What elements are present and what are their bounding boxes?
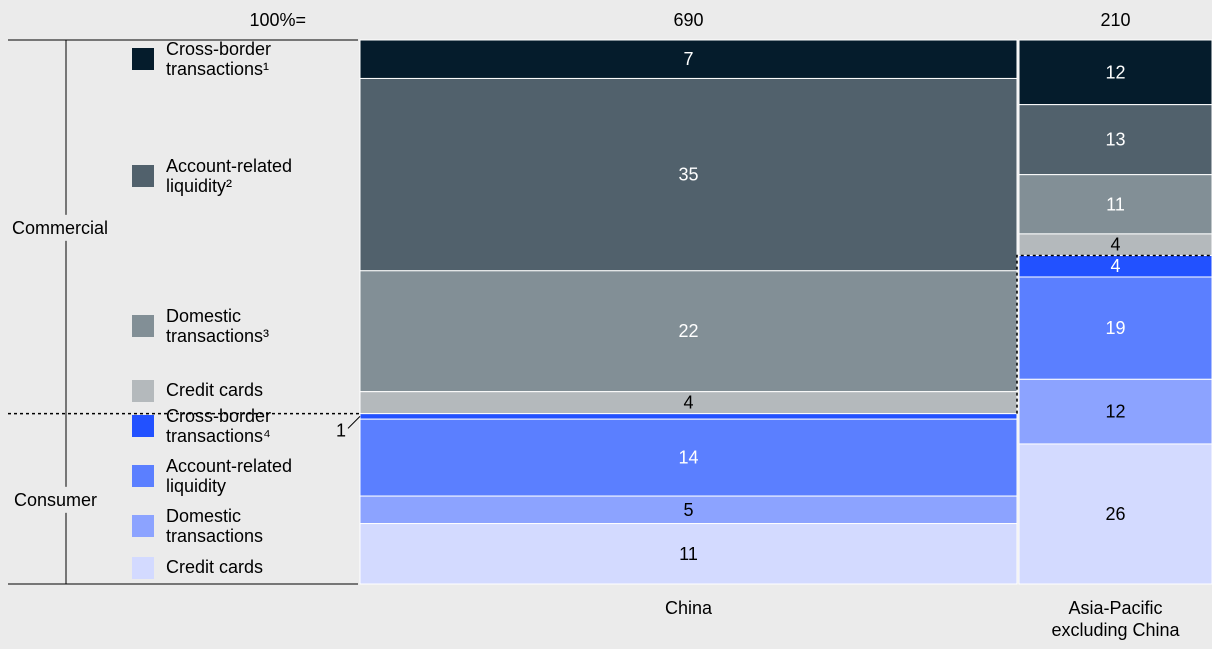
category-label-china: China <box>665 598 713 618</box>
legend-label-7-line1: Domestic <box>166 506 241 526</box>
legend-label-2-line1: Account-related <box>166 156 292 176</box>
legend-label-6-line1: Account-related <box>166 456 292 476</box>
legend-label-1-line2: transactions¹ <box>166 59 269 79</box>
bar-segment-china-5 <box>359 413 1018 420</box>
legend-swatch-7 <box>132 515 154 537</box>
data-label-china-8: 11 <box>679 544 698 564</box>
legend-swatch-4 <box>132 380 154 402</box>
data-label-china-1: 7 <box>683 49 693 69</box>
group-label-bg-consumer <box>10 486 128 513</box>
data-label-asia-pacific-excluding-china-2: 13 <box>1105 130 1125 150</box>
bar-segment-china-8 <box>359 523 1018 585</box>
data-label-asia-pacific-excluding-china-3: 11 <box>1106 194 1125 214</box>
data-label-asia-pacific-excluding-china-8: 26 <box>1105 504 1125 524</box>
data-label-asia-pacific-excluding-china-6: 19 <box>1105 318 1125 338</box>
legend-label-1-line1: Cross-border <box>166 39 271 59</box>
bar-segment-asia-pacific-excluding-china-8 <box>1018 443 1212 585</box>
legend-label-3-line1: Domestic <box>166 306 241 326</box>
bar-segment-china-1 <box>359 39 1018 79</box>
legend-label-6-line2: liquidity <box>166 476 226 496</box>
category-label-asia-pacific-excluding-china-line2: excluding China <box>1051 620 1180 640</box>
legend-swatch-1 <box>132 48 154 70</box>
bar-segment-china-3 <box>359 270 1018 393</box>
bar-segment-asia-pacific-excluding-china-7 <box>1018 378 1212 445</box>
legend-label-7-line2: transactions <box>166 526 263 546</box>
bar-segment-asia-pacific-excluding-china-1 <box>1018 39 1212 106</box>
group-label-commercial: Commercial <box>12 218 108 238</box>
group-label-consumer: Consumer <box>14 490 97 510</box>
bar-segment-asia-pacific-excluding-china-6 <box>1018 276 1212 380</box>
legend-label-3-line2: transactions³ <box>166 326 269 346</box>
group-divider-connector <box>1016 254 1212 414</box>
total-value-asia-pacific-excluding-china: 210 <box>1100 10 1130 30</box>
total-row-label: 100%= <box>249 10 306 30</box>
data-label-china-2: 35 <box>678 165 698 185</box>
data-label-china-5: 1 <box>336 420 346 440</box>
data-label-china-4: 4 <box>683 393 693 413</box>
data-label-asia-pacific-excluding-china-4: 4 <box>1110 235 1120 255</box>
bar-segment-asia-pacific-excluding-china-2 <box>1018 104 1212 176</box>
group-label-bg-commercial <box>10 214 140 241</box>
legend-label-4: Credit cards <box>166 380 263 400</box>
data-label-china-7: 5 <box>683 500 693 520</box>
data-label-asia-pacific-excluding-china-1: 12 <box>1105 62 1125 82</box>
data-label-asia-pacific-excluding-china-7: 12 <box>1105 402 1125 422</box>
legend-swatch-5 <box>132 415 154 437</box>
legend-label-5-line2: transactions⁴ <box>166 426 271 446</box>
bar-segment-china-2 <box>359 77 1018 272</box>
legend-label-5-line1: Cross-border <box>166 406 271 426</box>
legend-label-8: Credit cards <box>166 557 263 577</box>
data-label-asia-pacific-excluding-china-5: 4 <box>1110 256 1120 276</box>
total-value-china: 690 <box>673 10 703 30</box>
legend-swatch-2 <box>132 165 154 187</box>
data-label-china-3: 22 <box>678 321 698 341</box>
legend-swatch-6 <box>132 465 154 487</box>
category-label-asia-pacific-excluding-china-line1: Asia-Pacific <box>1068 598 1162 618</box>
leader-line-china <box>347 416 361 429</box>
bar-segment-china-6 <box>359 418 1018 497</box>
legend-label-2-line2: liquidity² <box>166 176 232 196</box>
legend-swatch-8 <box>132 557 154 579</box>
legend-swatch-3 <box>132 315 154 337</box>
data-label-china-6: 14 <box>678 448 698 468</box>
